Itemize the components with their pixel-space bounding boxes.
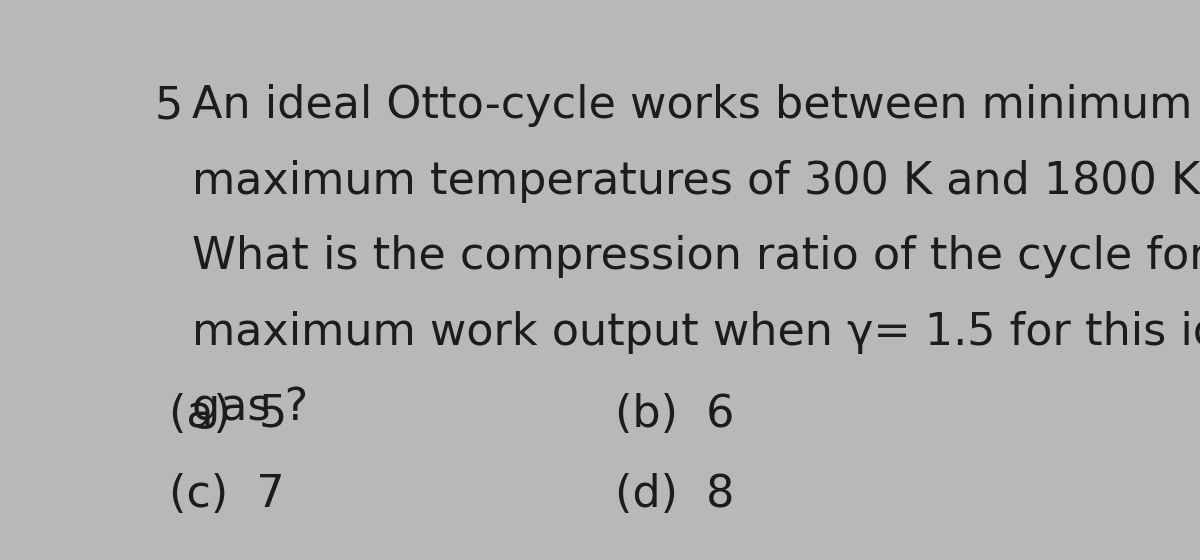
Text: What is the compression ratio of the cycle for: What is the compression ratio of the cyc…	[192, 235, 1200, 278]
Text: gas ?: gas ?	[192, 386, 308, 430]
Text: 5: 5	[155, 85, 182, 128]
Text: An ideal Otto-cycle works between minimum and: An ideal Otto-cycle works between minimu…	[192, 85, 1200, 128]
Text: (a)  5: (a) 5	[168, 393, 287, 436]
Text: maximum temperatures of 300 K and 1800 K.: maximum temperatures of 300 K and 1800 K…	[192, 160, 1200, 203]
Text: maximum work output when γ= 1.5 for this ideal: maximum work output when γ= 1.5 for this…	[192, 311, 1200, 354]
Text: (c)  7: (c) 7	[168, 473, 284, 516]
Text: (d)  8: (d) 8	[616, 473, 734, 516]
Text: (b)  6: (b) 6	[616, 393, 734, 436]
